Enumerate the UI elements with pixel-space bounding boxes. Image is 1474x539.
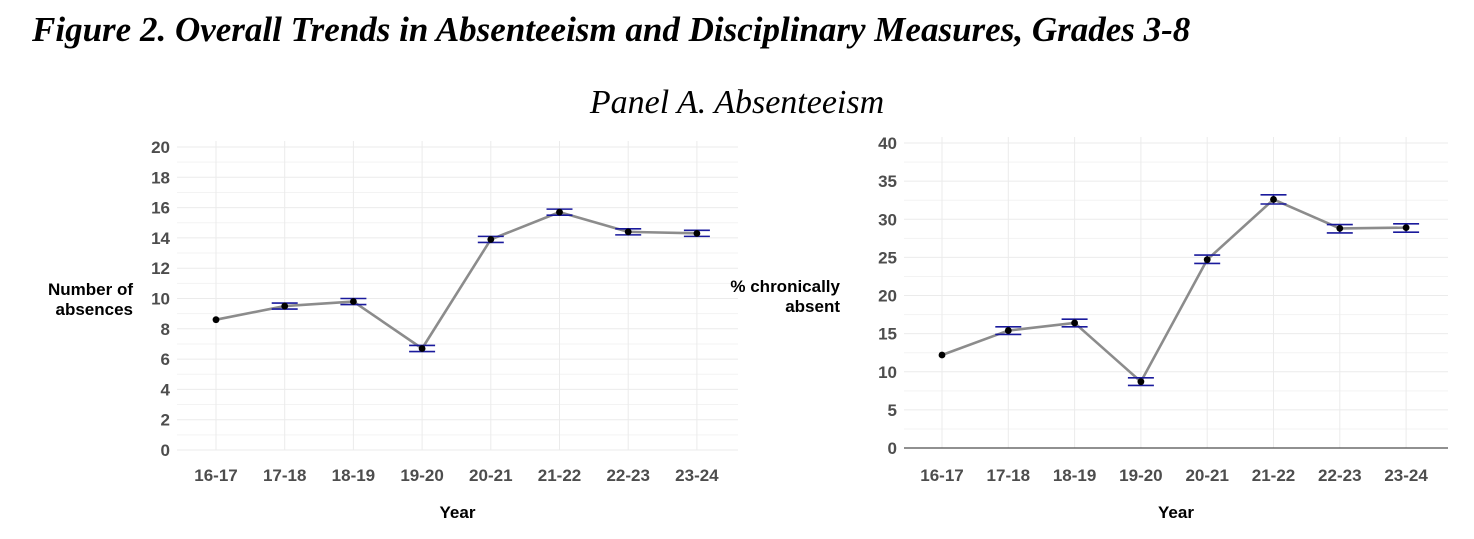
y-tick-label: 8 <box>161 320 170 339</box>
x-tick-label: 18-19 <box>332 466 375 485</box>
data-point <box>1336 225 1344 232</box>
data-point <box>1004 327 1012 334</box>
y-tick-label: 0 <box>888 439 897 458</box>
x-tick-label: 17-18 <box>987 466 1030 485</box>
y-tick-label: 20 <box>878 287 897 306</box>
x-tick-label: 22-23 <box>606 466 649 485</box>
y-tick-label: 16 <box>151 199 170 218</box>
x-tick-label: 16-17 <box>194 466 237 485</box>
y-axis-label: absent <box>785 297 840 316</box>
series-line <box>941 198 1407 383</box>
x-tick-label: 19-20 <box>400 466 443 485</box>
x-tick-label: 20-21 <box>1185 466 1228 485</box>
y-tick-label: 6 <box>161 350 170 369</box>
y-tick-label: 25 <box>878 248 897 267</box>
data-point <box>212 316 220 324</box>
data-point <box>1270 196 1277 203</box>
y-tick-label: 0 <box>161 441 170 460</box>
data-point <box>418 345 426 352</box>
panel-title: Panel A. Absenteeism <box>589 84 885 121</box>
y-axis-label: absences <box>56 300 134 319</box>
data-point <box>487 236 495 243</box>
y-tick-label: 10 <box>151 290 170 309</box>
x-axis-label: Year <box>440 503 476 522</box>
data-point <box>350 298 357 305</box>
x-tick-label: 17-18 <box>263 466 306 485</box>
x-tick-label: 21-22 <box>538 466 581 485</box>
x-tick-label: 22-23 <box>1318 466 1361 485</box>
y-axis-label: % chronically <box>730 277 840 296</box>
y-tick-label: 2 <box>161 411 170 430</box>
y-tick-label: 40 <box>878 134 897 153</box>
y-tick-label: 30 <box>878 210 897 229</box>
data-point <box>556 208 563 216</box>
y-axis-label: Number of <box>48 280 133 299</box>
figure-title: Figure 2. Overall Trends in Absenteeism … <box>32 10 1191 49</box>
data-point <box>693 229 701 237</box>
y-tick-label: 5 <box>888 401 897 420</box>
x-tick-label: 20-21 <box>469 466 512 485</box>
data-point <box>281 302 289 310</box>
y-tick-label: 15 <box>878 325 897 344</box>
data-point <box>1402 224 1410 232</box>
y-tick-label: 20 <box>151 138 170 157</box>
data-point <box>624 228 632 236</box>
x-axis-label: Year <box>1158 503 1194 522</box>
y-tick-label: 4 <box>161 380 171 399</box>
x-tick-label: 23-24 <box>1384 466 1428 485</box>
data-point <box>1137 378 1145 386</box>
data-point <box>938 351 946 359</box>
x-tick-label: 23-24 <box>675 466 719 485</box>
y-tick-label: 18 <box>151 168 170 187</box>
y-tick-label: 14 <box>151 229 170 248</box>
x-tick-label: 16-17 <box>920 466 963 485</box>
x-tick-label: 21-22 <box>1252 466 1295 485</box>
x-tick-label: 18-19 <box>1053 466 1096 485</box>
data-point <box>1071 319 1078 327</box>
x-tick-label: 19-20 <box>1119 466 1162 485</box>
data-point <box>1203 256 1211 264</box>
y-tick-label: 10 <box>878 363 897 382</box>
y-tick-label: 12 <box>151 259 170 278</box>
y-tick-label: 35 <box>878 172 897 191</box>
